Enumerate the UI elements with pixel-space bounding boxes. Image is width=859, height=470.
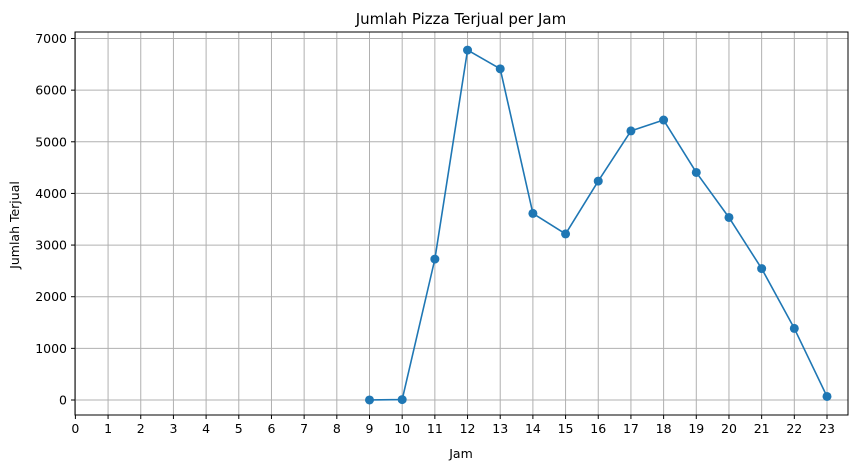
x-tick-label: 4 (202, 421, 210, 436)
data-point (430, 254, 440, 264)
data-point (659, 115, 669, 125)
data-point (397, 395, 407, 405)
y-tick-label: 7000 (35, 31, 67, 46)
x-tick-label: 18 (656, 421, 672, 436)
data-point (561, 229, 571, 239)
data-point (691, 167, 701, 177)
x-tick-label: 9 (366, 421, 374, 436)
data-point (528, 208, 538, 218)
data-point (365, 395, 374, 405)
y-tick-label: 0 (59, 393, 67, 408)
x-tick-label: 8 (333, 421, 341, 436)
data-point (626, 126, 636, 136)
x-tick-label: 1 (104, 421, 112, 436)
series-layer (365, 45, 832, 405)
x-tick-label: 15 (558, 421, 574, 436)
x-tick-label: 10 (394, 421, 410, 436)
x-tick-label: 16 (590, 421, 606, 436)
chart-title: Jumlah Pizza Terjual per Jam (355, 10, 567, 28)
x-tick-label: 11 (427, 421, 443, 436)
x-tick-label: 6 (267, 421, 275, 436)
y-tick-label: 1000 (35, 341, 67, 356)
data-point (822, 391, 832, 401)
x-tick-label: 3 (169, 421, 177, 436)
x-tick-label: 19 (688, 421, 704, 436)
plot-frame (74, 31, 849, 416)
x-tick-label: 2 (137, 421, 145, 436)
x-tick-label: 13 (492, 421, 508, 436)
data-point (495, 64, 505, 74)
x-tick-label: 0 (71, 421, 79, 436)
x-tick-label: 14 (525, 421, 541, 436)
data-point (593, 176, 603, 186)
y-tick-label: 5000 (35, 134, 67, 149)
y-axis-ticks: 0 1000 2000 3000 4000 5000 6000 7000 (35, 31, 75, 408)
data-point (724, 212, 734, 222)
x-tick-label: 20 (721, 421, 737, 436)
x-axis-label: Jam (448, 446, 473, 461)
x-axis-ticks: 0 1 2 3 4 5 6 7 8 9 10 11 12 13 14 15 16 17 18 19 20 21 22 23 (71, 415, 835, 436)
x-tick-label: 21 (754, 421, 770, 436)
data-point (757, 264, 767, 274)
x-tick-label: 17 (623, 421, 639, 436)
data-point (789, 323, 799, 333)
data-point (463, 45, 473, 55)
x-tick-label: 12 (460, 421, 476, 436)
y-tick-label: 2000 (35, 289, 67, 304)
y-tick-label: 4000 (35, 186, 67, 201)
x-tick-label: 22 (786, 421, 802, 436)
x-tick-label: 23 (819, 421, 835, 436)
y-tick-label: 6000 (35, 83, 67, 98)
y-tick-label: 3000 (35, 238, 67, 253)
y-axis-label: Jumlah Terjual (7, 181, 22, 270)
x-tick-label: 5 (235, 421, 243, 436)
x-tick-label: 7 (300, 421, 308, 436)
